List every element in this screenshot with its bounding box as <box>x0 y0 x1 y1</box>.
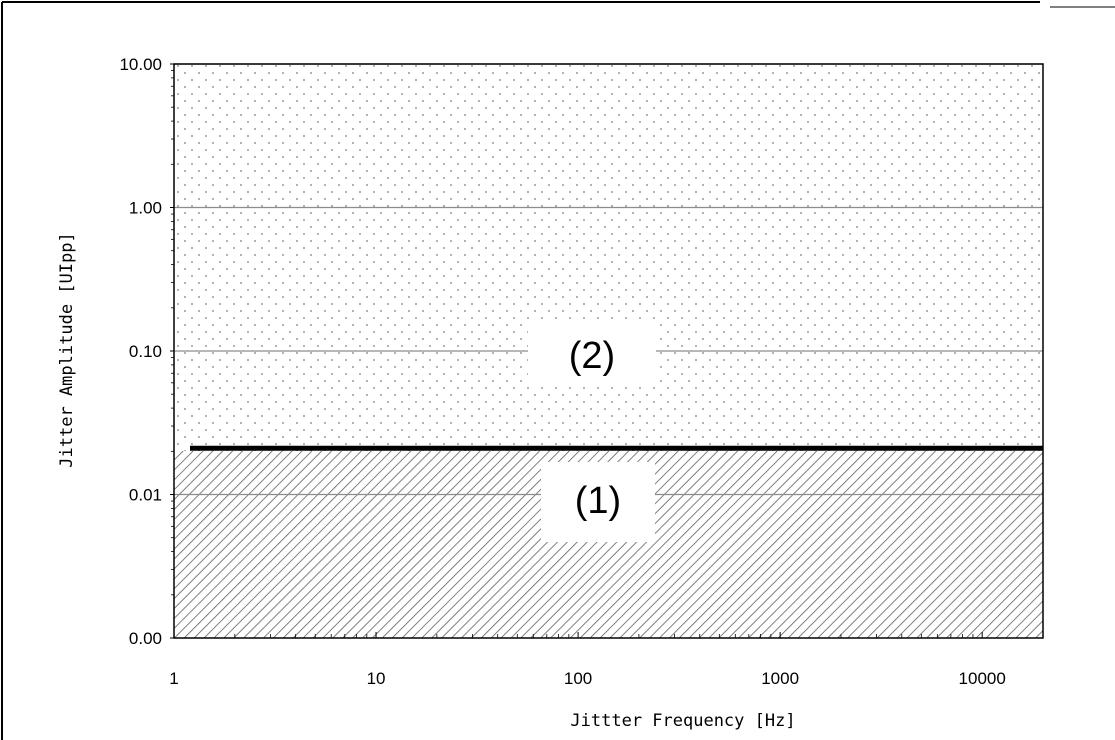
y-tick-label: 0.10 <box>129 342 162 361</box>
y-tick-label: 0.01 <box>129 486 162 505</box>
region-2-area <box>174 64 1043 451</box>
region-2-label: (2) <box>569 335 615 377</box>
region-1-label: (1) <box>575 480 621 522</box>
y-tick-label: 10.00 <box>119 55 162 74</box>
y-axis-title: Jitter Amplitude [UIpp] <box>57 232 77 467</box>
x-axis: 1 10 100 1000 10000 <box>169 632 1044 688</box>
x-tick-label: 100 <box>564 669 592 688</box>
x-tick-label: 1 <box>169 669 178 688</box>
x-tick-label: 10 <box>367 669 386 688</box>
region-1-label-box <box>541 462 655 542</box>
x-tick-label: 10000 <box>959 669 1006 688</box>
x-axis-title: Jittter Frequency [Hz] <box>570 711 795 731</box>
y-tick-label: 0.00 <box>129 629 162 648</box>
y-tick-label: 1.00 <box>129 199 162 218</box>
x-tick-label: 1000 <box>761 669 799 688</box>
y-axis: 0.00 0.01 0.10 1.00 10.00 <box>119 55 174 648</box>
region-2-label-box <box>528 322 656 384</box>
